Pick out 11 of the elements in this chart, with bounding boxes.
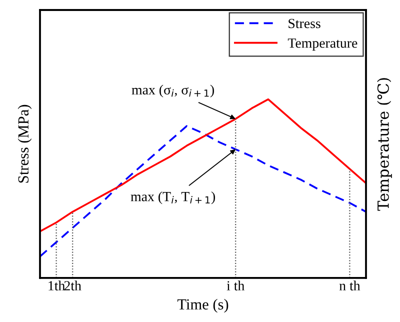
x-tick-label: n th	[339, 280, 360, 290]
y-axis-title: Stress (MPa)	[18, 104, 32, 183]
x-tick-label: i th	[226, 280, 244, 290]
legend-label: Stress	[288, 18, 320, 28]
x-tick-label: 1th	[48, 280, 65, 290]
y2-axis-title: Temperature (℃)	[377, 78, 392, 211]
x-tick-label: 2th	[64, 280, 82, 290]
x-axis-title: Time (s)	[177, 298, 228, 313]
legend-label: Temperature	[288, 38, 358, 51]
annotation: max (σ$_{i}$, σ$_{i+1}$)	[132, 84, 214, 98]
annotation: max (T$_{i}$, T$_{i+1}$)	[130, 192, 216, 204]
